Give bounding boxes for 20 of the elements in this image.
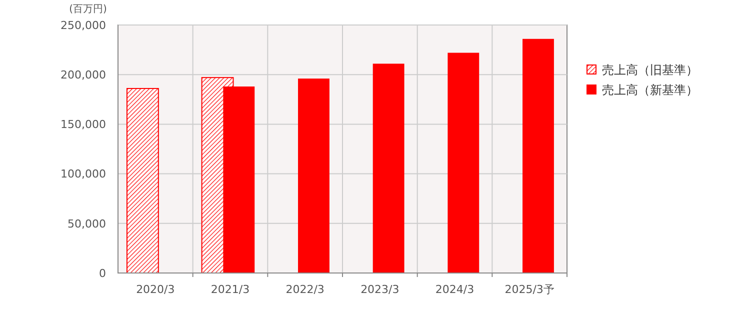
bar xyxy=(372,64,404,273)
bar xyxy=(126,88,159,274)
x-tick-label: 2023/3 xyxy=(360,283,400,296)
x-tick-label: 2020/3 xyxy=(136,283,175,296)
y-tick-label: 250,000 xyxy=(60,18,106,32)
x-tick-label: 2025/3予 xyxy=(504,283,554,296)
x-tick-label: 2021/3 xyxy=(210,283,250,296)
y-tick-label: 200,000 xyxy=(60,68,106,82)
x-tick-label: 2022/3 xyxy=(286,283,324,296)
bar xyxy=(298,78,330,273)
x-tick-label: 2024/3 xyxy=(435,283,474,296)
y-tick-label: 0 xyxy=(99,266,106,280)
y-tick-label: 50,000 xyxy=(68,217,106,230)
bar xyxy=(448,52,480,273)
y-tick-label: 100,000 xyxy=(60,168,106,181)
bar xyxy=(522,38,554,273)
legend-label: 売上高（旧基準） xyxy=(602,63,698,78)
legend-label: 売上高（新基準） xyxy=(602,83,698,98)
y-axis-title: (百万円) xyxy=(69,4,107,15)
y-tick-label: 150,000 xyxy=(60,118,106,132)
